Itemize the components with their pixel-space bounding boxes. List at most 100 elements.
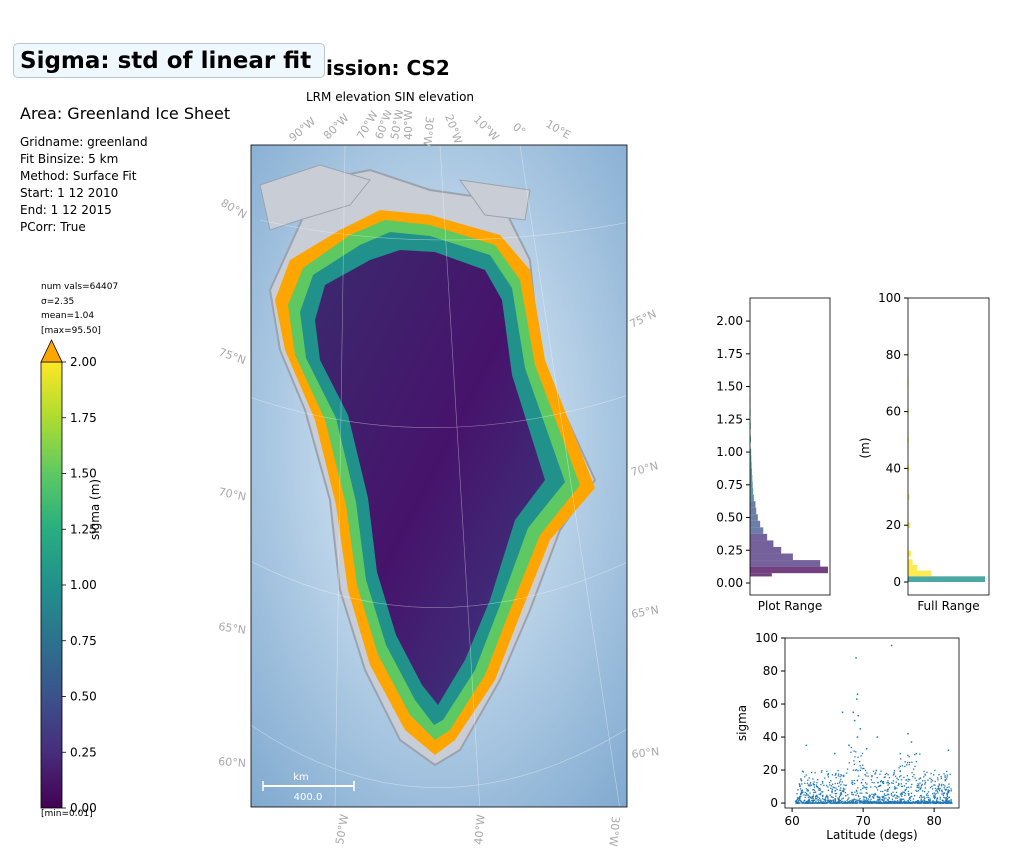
scatter-point — [903, 785, 906, 787]
scatter-point — [856, 698, 858, 700]
lat-labels-right: 75°N 70°N 65°N 60°N — [628, 307, 660, 761]
scatter-point — [908, 802, 911, 804]
scatter-point — [828, 800, 831, 802]
scatter-point — [877, 802, 879, 804]
scatter-point — [834, 792, 836, 795]
scatter-point — [838, 785, 840, 787]
scatter-point — [845, 784, 847, 787]
scatter-point — [904, 761, 906, 763]
scatter-point — [922, 790, 924, 792]
scatter-point — [940, 785, 943, 787]
scatter-point — [948, 800, 951, 802]
scatter-point — [863, 786, 865, 788]
x-axis-label: Full Range — [917, 599, 979, 613]
scatter-point — [835, 787, 837, 789]
scatter-point — [916, 800, 919, 802]
scatter-point — [883, 776, 885, 779]
scatter-point — [901, 802, 904, 804]
scatter-point — [869, 796, 871, 798]
scatter-point — [933, 797, 936, 800]
scatter-point — [879, 781, 882, 783]
colorbar-tick-label: 0.50 — [70, 690, 97, 704]
y-tick-label: 2.00 — [716, 314, 743, 328]
scatter-point — [874, 794, 877, 796]
scatter-point — [854, 801, 856, 803]
scatter-point — [821, 780, 824, 783]
scatter-point — [905, 788, 907, 791]
lon-label-bottom: 30°W — [606, 816, 622, 848]
scatter-point — [826, 800, 828, 802]
scatter-point — [943, 800, 945, 802]
scatter-point — [869, 795, 871, 797]
scatter-point — [881, 795, 883, 798]
scatter-point — [937, 779, 939, 781]
scatter-point — [842, 802, 845, 804]
scatter-point — [837, 798, 839, 801]
scatter-point — [805, 792, 808, 795]
scatter-point — [901, 785, 904, 788]
scatter-point — [903, 798, 905, 800]
scatter-point — [817, 796, 819, 798]
scatter-point — [851, 802, 853, 804]
scatter-point — [903, 802, 906, 804]
lon-label-top: 10°E — [544, 117, 573, 142]
scatter-point — [878, 798, 881, 800]
overlay-title: Sigma: std of linear fit — [13, 43, 325, 78]
scatter-point — [927, 779, 929, 781]
scatter-point — [924, 797, 926, 800]
scatter-point — [838, 802, 841, 804]
scatter-point — [844, 788, 846, 790]
scatter-point — [846, 768, 849, 770]
scatter-point — [831, 796, 833, 798]
scatter-point — [887, 793, 889, 795]
scatter-point — [931, 802, 933, 804]
scatter-point — [950, 799, 952, 801]
scatter-point — [798, 799, 800, 801]
scatter-point — [822, 794, 824, 797]
histogram-bar — [750, 520, 761, 528]
scatter-point — [867, 775, 869, 777]
scatter-point — [859, 765, 861, 767]
scatter-point — [856, 779, 859, 782]
scatter-point — [917, 802, 919, 804]
y-tick-label: 100 — [755, 631, 778, 645]
scatter-point — [837, 797, 839, 799]
scatter-point — [908, 764, 910, 766]
scatter-point — [816, 797, 818, 800]
scatter-point — [852, 800, 854, 803]
scatter-point — [907, 780, 909, 782]
scatter-point — [932, 793, 934, 795]
scatter-point — [911, 795, 913, 798]
scatter-point — [840, 778, 842, 781]
scatter-point — [936, 802, 938, 804]
scatter-point — [854, 756, 856, 758]
y-tick-label: 0.75 — [716, 478, 743, 492]
map-frame — [250, 144, 628, 808]
scatter-point — [855, 751, 857, 753]
scatter-point — [941, 791, 943, 793]
y-tick-label: 40 — [763, 730, 778, 744]
scatter-point — [848, 762, 850, 764]
scatter-point — [846, 772, 848, 774]
histogram-bar — [750, 553, 793, 561]
scatter-point — [814, 791, 817, 793]
scatter-point — [813, 784, 816, 786]
scatter-point — [925, 800, 927, 803]
histogram-bar — [750, 481, 753, 489]
scatter-point — [856, 792, 858, 794]
lat-label-left: 75°N — [217, 346, 248, 368]
scatter-point — [888, 800, 890, 802]
scatter-point — [920, 800, 923, 802]
scatter-point — [916, 786, 918, 789]
scatter-point — [882, 790, 884, 793]
scatter-point — [934, 780, 936, 783]
scatter-point — [920, 799, 922, 801]
scatter-point — [837, 782, 839, 785]
scatter-point — [890, 792, 893, 795]
scatter-point — [943, 773, 945, 775]
scatter-point — [890, 800, 892, 803]
scatter-point — [944, 775, 946, 777]
scatter-point — [937, 787, 940, 789]
scatter-point — [950, 802, 952, 804]
scatter-point — [945, 798, 948, 800]
